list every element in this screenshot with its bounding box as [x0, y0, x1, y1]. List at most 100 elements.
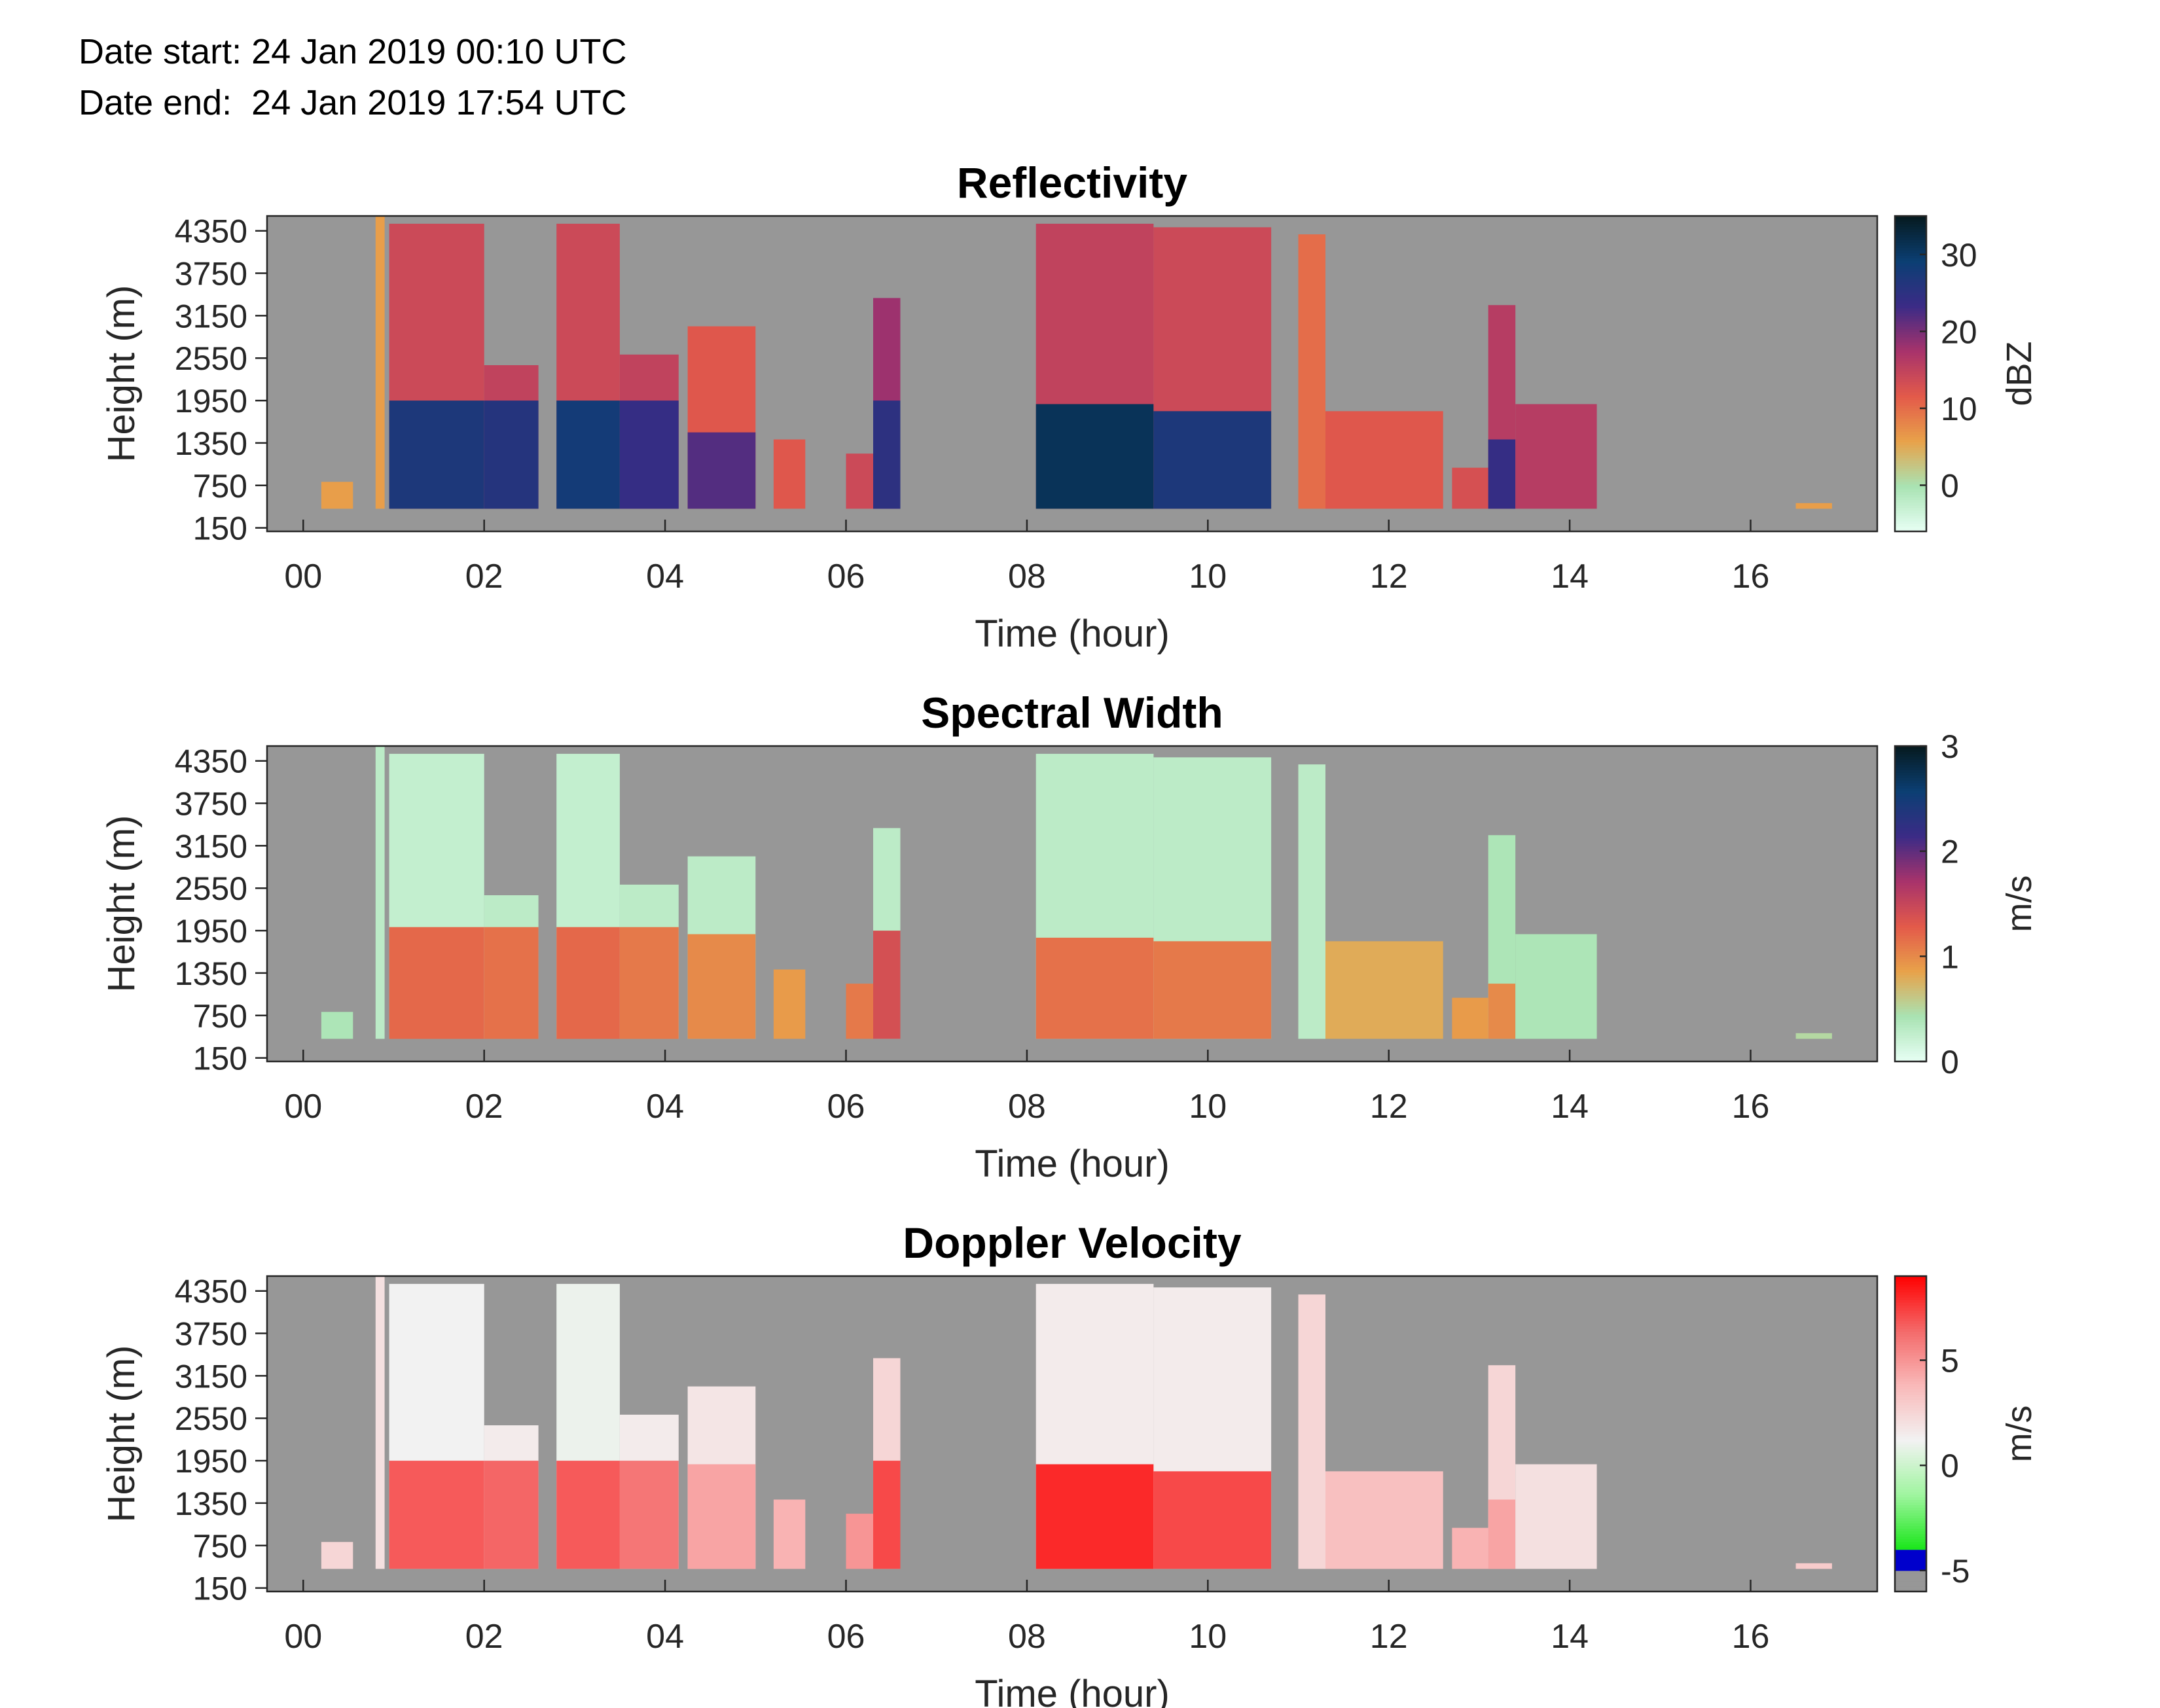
colorbar: 0 10 20 30 dBZ: [1894, 215, 2039, 533]
colorbar-swatch: [1895, 1484, 1926, 1487]
colorbar-swatch: [1895, 1494, 1926, 1497]
colorbar-swatch: [1895, 1546, 1926, 1550]
plot-frame: [266, 215, 1879, 533]
colorbar-swatch: [1895, 1507, 1926, 1511]
colorbar-swatch: [1895, 379, 1926, 382]
x-axis-label: Time (hour): [975, 1143, 1170, 1185]
x-tick-label: 16: [1732, 1088, 1770, 1126]
colorbar-swatch: [1895, 904, 1926, 907]
colorbar-swatch: [1895, 334, 1926, 338]
colorbar-label: m/s: [2000, 876, 2039, 933]
echo-cell: [1515, 934, 1597, 1039]
colorbar-swatch: [1895, 247, 1926, 251]
colorbar-swatch: [1895, 1439, 1926, 1442]
colorbar-swatch: [1895, 528, 1926, 532]
echo-cell-lower-layer: [1153, 411, 1272, 509]
colorbar-swatch: [1895, 967, 1926, 970]
colorbar-swatch: [1895, 240, 1926, 243]
colorbar-swatch: [1895, 318, 1926, 322]
colorbar-swatch: [1895, 1318, 1926, 1321]
echo-cell: [846, 1514, 873, 1569]
colorbar-swatch: [1895, 985, 1926, 989]
colorbar-swatch: [1895, 1006, 1926, 1010]
colorbar-swatch: [1895, 387, 1926, 390]
colorbar-swatch: [1895, 912, 1926, 915]
colorbar-swatch: [1895, 1444, 1926, 1448]
echo-cell: [1795, 1033, 1832, 1039]
echo-cell: [1325, 1471, 1443, 1569]
colorbar-swatch: [1895, 1404, 1926, 1408]
colorbar-swatch: [1895, 1003, 1926, 1007]
colorbar-swatch: [1895, 948, 1926, 952]
colorbar-swatch: [1895, 336, 1926, 340]
colorbar-swatch: [1895, 995, 1926, 999]
colorbar-swatch: [1895, 1562, 1926, 1566]
colorbar-swatch: [1895, 1287, 1926, 1290]
colorbar-swatch: [1895, 382, 1926, 385]
colorbar-swatch: [1895, 1035, 1926, 1039]
echo-cell: [1795, 1563, 1832, 1569]
colorbar-swatch: [1895, 1308, 1926, 1311]
colorbar-swatch: [1895, 512, 1926, 516]
colorbar-swatch: [1895, 1315, 1926, 1319]
colorbar-swatch: [1895, 804, 1926, 807]
colorbar-swatch: [1895, 880, 1926, 883]
x-tick-label: 12: [1370, 1088, 1408, 1126]
panel-doppler-velocity: Doppler Velocity 00 02 04 06 08 10 12 14 16 150 750…: [100, 1219, 2039, 1708]
colorbar-swatch: [1895, 1032, 1926, 1036]
colorbar-swatch: [1895, 1284, 1926, 1287]
colorbar-swatch: [1895, 436, 1926, 440]
colorbar-swatch: [1895, 1428, 1926, 1432]
y-tick-label: 3750: [175, 1316, 247, 1353]
colorbar-swatch: [1895, 313, 1926, 317]
y-tick-label: 1350: [175, 955, 247, 992]
colorbar-swatch: [1895, 520, 1926, 524]
colorbar-swatch: [1895, 1305, 1926, 1308]
colorbar-swatch: [1895, 1552, 1926, 1556]
colorbar-swatch: [1895, 271, 1926, 274]
colorbar-swatch: [1895, 1336, 1926, 1340]
colorbar-swatch: [1895, 374, 1926, 377]
colorbar-swatch: [1895, 1352, 1926, 1356]
colorbar-swatch: [1895, 822, 1926, 826]
colorbar-tick-label: -5: [1941, 1553, 1970, 1590]
colorbar-swatch: [1895, 1554, 1926, 1558]
colorbar-swatch: [1895, 429, 1926, 432]
colorbar-swatch: [1895, 300, 1926, 304]
colorbar-tick-label: 0: [1941, 1044, 1959, 1080]
colorbar-swatch: [1895, 505, 1926, 508]
colorbar-swatch: [1895, 1310, 1926, 1313]
chart-title: Reflectivity: [957, 158, 1187, 207]
colorbar-swatch: [1895, 363, 1926, 366]
colorbar: -5 0 5 m/s: [1894, 1275, 2039, 1593]
x-tick-label: 12: [1370, 558, 1408, 596]
colorbar-swatch: [1895, 935, 1926, 938]
colorbar-swatch: [1895, 347, 1926, 351]
y-tick-label: 2550: [175, 870, 247, 907]
colorbar-swatch: [1895, 770, 1926, 773]
echo-cell-lower-layer: [389, 1461, 484, 1569]
colorbar-swatch: [1895, 1523, 1926, 1527]
colorbar-swatch: [1895, 1056, 1926, 1059]
echo-cell: [1452, 1527, 1488, 1569]
colorbar-swatch: [1895, 1321, 1926, 1324]
colorbar-swatch: [1895, 1276, 1926, 1279]
echo-cell: [1325, 941, 1443, 1039]
colorbar-swatch: [1895, 315, 1926, 319]
colorbar-swatch: [1895, 814, 1926, 818]
echo-cell-lower-layer: [556, 927, 620, 1039]
colorbar-swatch: [1895, 1339, 1926, 1343]
colorbar-swatch: [1895, 1460, 1926, 1463]
colorbar-swatch: [1895, 1378, 1926, 1382]
date-start-text: Date start: 24 Jan 2019 00:10 UTC: [79, 32, 627, 71]
colorbar-swatch: [1895, 1368, 1926, 1372]
x-tick-label: 02: [465, 1618, 503, 1656]
colorbar-swatch: [1895, 1292, 1926, 1295]
colorbar-swatch: [1895, 869, 1926, 873]
x-tick-label: 06: [827, 1618, 865, 1656]
colorbar-swatch: [1895, 258, 1926, 261]
colorbar: 0 1 2 3 m/s: [1894, 728, 2039, 1080]
colorbar-swatch: [1895, 1512, 1926, 1516]
colorbar-swatch: [1895, 339, 1926, 343]
